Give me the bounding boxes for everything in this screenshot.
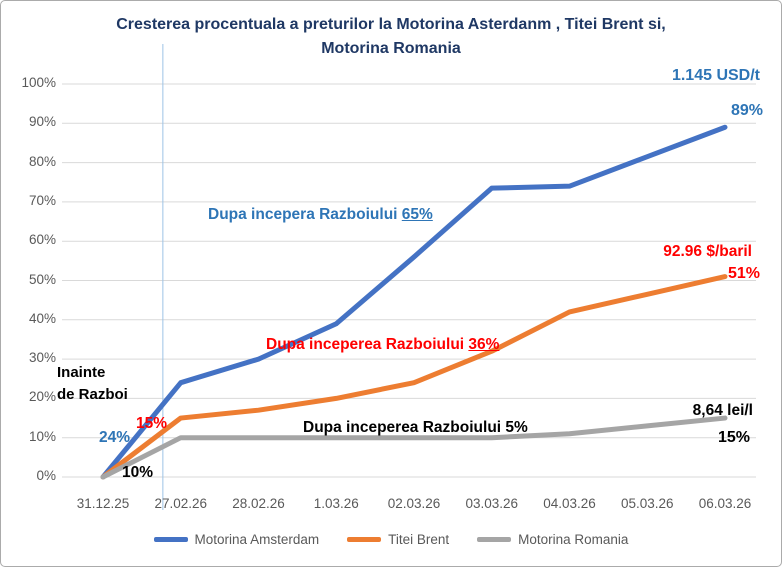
series-line-motorina-romania [100,415,728,480]
legend-item-motorina-amsterdam: Motorina Amsterdam [153,532,320,547]
annotation-before-war-line2: de Razboi [57,386,128,403]
legend-swatch-motorina-amsterdam [153,537,188,542]
series-line-titei-brent [100,274,728,480]
annotation-brent-final-pct: 51% [727,265,760,282]
y-tick-label-90: 90% [28,114,56,130]
legend-swatch-titei-brent [347,537,382,542]
annotation-before-war: Inainte de Razboi [57,362,128,406]
annotation-romania-prewar-pct: 10% [122,464,154,481]
y-tick-label-40: 40% [28,310,56,326]
annotation-brent-after-war: Dupa inceperea Razboiului 36% [266,335,499,355]
annotation-before-war-line1: Inainte [57,364,106,381]
y-tick-label-0: 0% [36,468,56,483]
y-tick-label-50: 50% [28,271,56,287]
y-tick-label-30: 30% [28,350,56,366]
annotation-romania-price: 8,64 lei/l [692,402,753,419]
y-tick-label-20: 20% [28,389,56,405]
x-tick-label-27.02.26: 27.02.26 [154,496,208,511]
x-tick-label-02.03.26: 02.03.26 [387,496,441,511]
legend-swatch-motorina-romania [477,537,512,542]
y-tick-label-60: 60% [28,232,56,248]
annotation-brent-after-war-text: Dupa inceperea Razboiului [266,336,469,353]
y-tick-label-80: 80% [28,153,56,169]
legend: Motorina Amsterdam Titei Brent Motorina Ro… [0,532,782,547]
x-tick-label-03.03.26: 03.03.26 [465,496,519,511]
x-tick-label-28.02.26: 28.02.26 [232,496,285,511]
annotation-amsterdam-price: 1.145 USD/t [671,67,760,84]
annotation-amsterdam-prewar-pct: 24% [99,429,131,446]
y-tick-label-70: 70% [28,192,56,208]
chart-title-line1: Cresterea procentuala a preturilor la Mo… [116,16,666,33]
annotation-amsterdam-after-war-text: Dupa incepera Razboiului [208,206,402,223]
legend-item-motorina-romania: Motorina Romania [477,532,628,547]
annotation-amsterdam-after-war: Dupa incepera Razboiului 65% [208,205,433,225]
annotation-romania-after-war: Dupa inceperea Razboiului 5% [303,419,528,436]
x-tick-label-04.03.26: 04.03.26 [543,496,596,511]
annotation-brent-prewar-pct: 15% [136,415,168,432]
annotation-brent-after-war-pct: 36% [468,336,500,353]
x-tick-label-05.03.26: 05.03.26 [620,496,674,511]
x-tick-label-31.12.25: 31.12.25 [76,496,130,511]
annotation-amsterdam-after-war-pct: 65% [401,206,433,223]
x-tick-label-06.03.26: 06.03.26 [698,496,752,511]
legend-item-titei-brent: Titei Brent [347,532,449,547]
x-tick-label-1.03.26: 1.03.26 [313,496,359,511]
y-tick-label-100: 100% [21,75,56,90]
annotation-romania-final-pct: 15% [717,429,750,446]
y-tick-label-10: 10% [28,428,56,444]
chart-title-line2: Motorina Romania [321,40,461,57]
legend-label-titei-brent: Titei Brent [388,532,450,547]
annotation-brent-price: 92.96 $/baril [663,243,752,260]
series-line-motorina-amsterdam [100,124,728,480]
annotation-amsterdam-final-pct: 89% [730,102,763,119]
legend-label-motorina-romania: Motorina Romania [518,532,629,547]
legend-label-motorina-amsterdam: Motorina Amsterdam [194,532,320,547]
chart-title: Cresterea procentuala a preturilor la Mo… [0,13,782,61]
